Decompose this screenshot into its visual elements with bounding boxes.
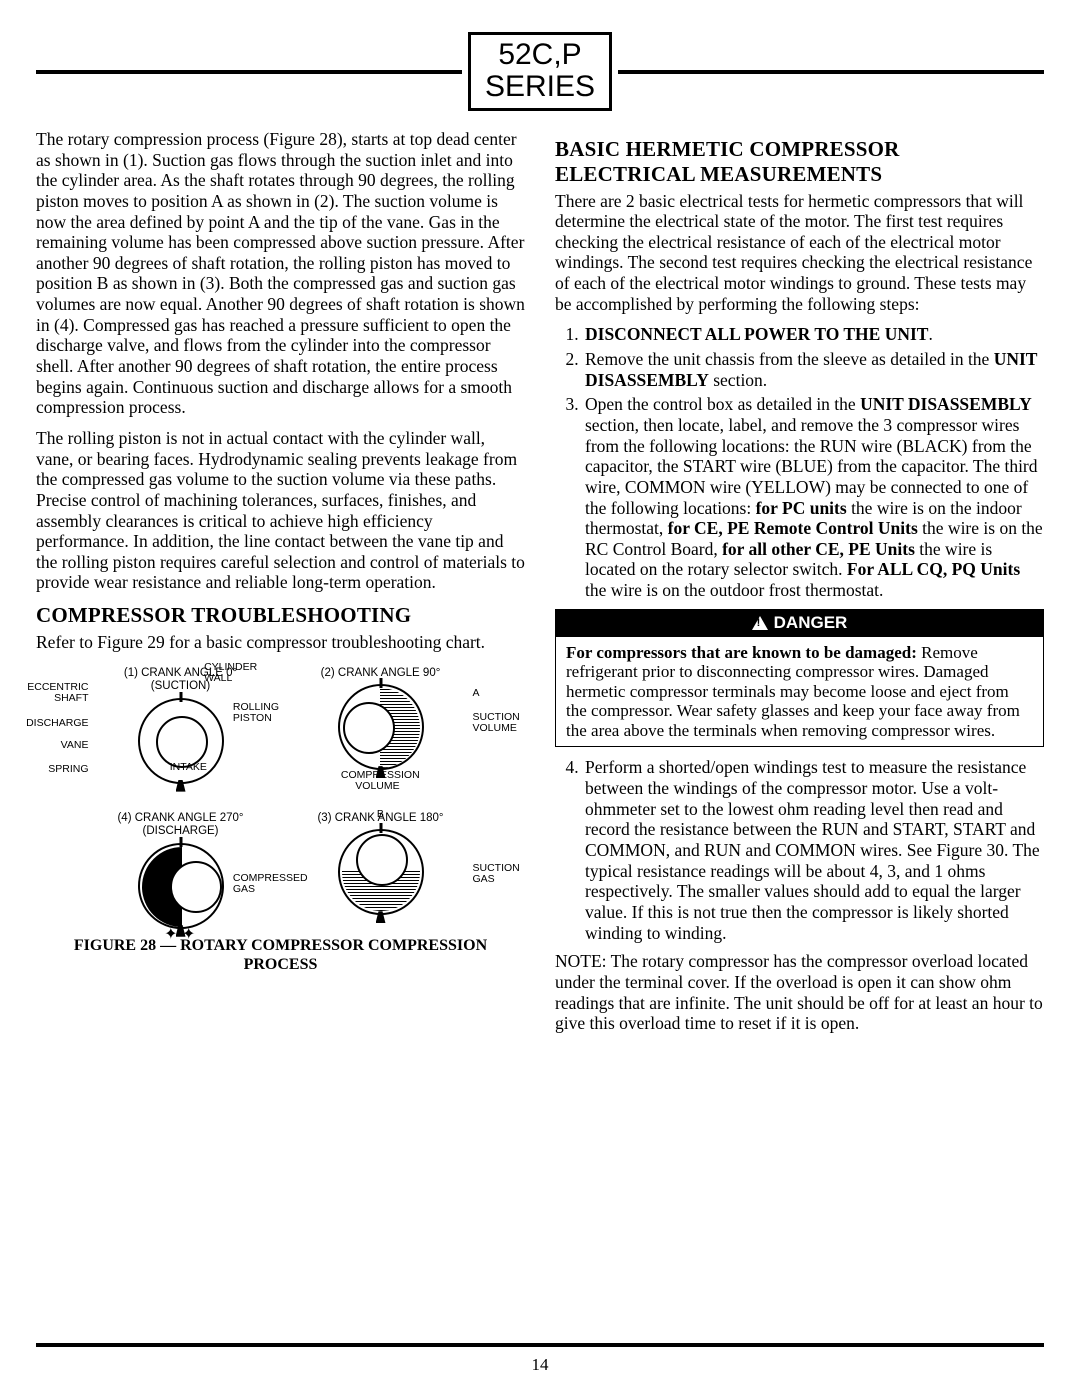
heading-basic: BASIC HERMETIC COMPRESSOR ELECTRICAL MEA… [555,137,1044,187]
figure-caption: FIGURE 28 — ROTARY COMPRESSOR COMPRESSIO… [71,937,491,975]
steps-list-cont: Perform a shorted/open windings test to … [555,757,1044,943]
diagram-row-bottom: (4) CRANK ANGLE 270°(DISCHARGE) ✦ ✦ COMP… [71,812,491,929]
danger-header: DANGER [555,609,1044,637]
two-column-layout: The rotary compression process (Figure 2… [36,129,1044,1044]
step-3: Open the control box as detailed in the … [583,394,1044,600]
diagram-row-top: (1) CRANK ANGLE 0°(SUCTION) ECCENTRIC SH… [71,667,491,784]
diagram-3: (3) CRANK ANGLE 180° B SUCTION GAS [291,812,471,929]
rule-right [618,70,1044,74]
step-1: DISCONNECT ALL POWER TO THE UNIT. [583,324,1044,345]
heading-troubleshooting: COMPRESSOR TROUBLESHOOTING [36,603,525,628]
danger-box: For compressors that are known to be dam… [555,637,1044,748]
para-piston: The rolling piston is not in actual cont… [36,428,525,593]
para-process: The rotary compression process (Figure 2… [36,129,525,418]
danger-label: DANGER [774,613,848,633]
diagram-2: (2) CRANK ANGLE 90° A SUCTION VOLUME COM… [291,667,471,784]
step-2: Remove the unit chassis from the sleeve … [583,349,1044,390]
para-fig29: Refer to Figure 29 for a basic compresso… [36,632,525,653]
page-number: 14 [0,1355,1080,1375]
warning-triangle-icon [752,616,768,630]
page-header: 52C,P SERIES [36,32,1044,111]
right-column: BASIC HERMETIC COMPRESSOR ELECTRICAL MEA… [555,129,1044,1044]
diagram-4: (4) CRANK ANGLE 270°(DISCHARGE) ✦ ✦ COMP… [91,812,271,929]
note-paragraph: NOTE: The rotary compressor has the comp… [555,951,1044,1034]
series-line2: SERIES [485,71,595,103]
steps-list: DISCONNECT ALL POWER TO THE UNIT. Remove… [555,324,1044,600]
para-tests: There are 2 basic electrical tests for h… [555,191,1044,315]
figure-28: (1) CRANK ANGLE 0°(SUCTION) ECCENTRIC SH… [71,667,491,975]
rule-left [36,70,462,74]
step-4: Perform a shorted/open windings test to … [583,757,1044,943]
left-column: The rotary compression process (Figure 2… [36,129,525,1044]
series-box: 52C,P SERIES [468,32,612,111]
footer-rule [36,1343,1044,1347]
series-line1: 52C,P [485,39,595,71]
diagram-1: (1) CRANK ANGLE 0°(SUCTION) ECCENTRIC SH… [91,667,271,784]
